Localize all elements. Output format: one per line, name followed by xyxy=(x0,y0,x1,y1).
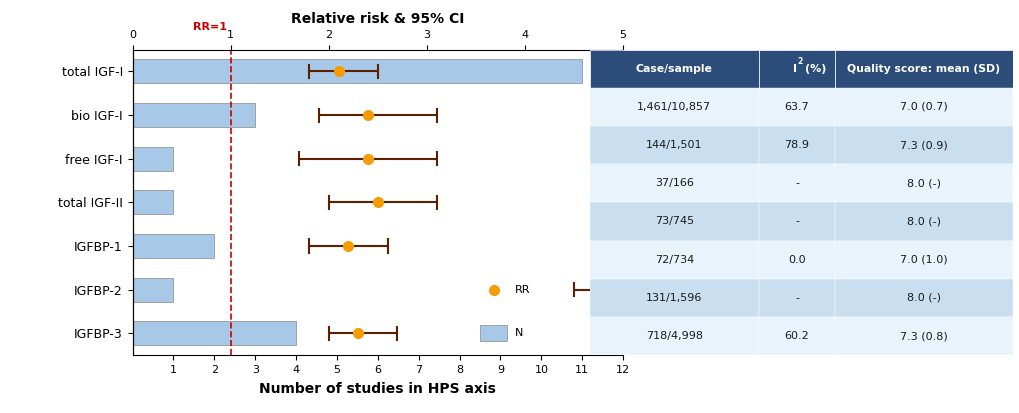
Text: 7.0 (1.0): 7.0 (1.0) xyxy=(900,255,947,265)
Text: 0.0: 0.0 xyxy=(788,255,805,265)
Text: 144/1,501: 144/1,501 xyxy=(645,140,702,150)
Bar xyxy=(589,240,758,279)
Bar xyxy=(835,279,1012,317)
Bar xyxy=(589,126,758,164)
Bar xyxy=(835,164,1012,202)
Text: RR=1: RR=1 xyxy=(194,22,227,32)
Bar xyxy=(132,278,173,301)
Bar xyxy=(758,279,835,317)
Bar xyxy=(132,59,582,83)
Text: 718/4,998: 718/4,998 xyxy=(645,331,702,341)
Bar xyxy=(589,50,758,88)
Text: 78.9: 78.9 xyxy=(784,140,809,150)
Bar xyxy=(758,126,835,164)
Bar xyxy=(132,234,214,258)
Text: 73/745: 73/745 xyxy=(654,216,693,226)
Bar xyxy=(132,147,173,171)
Bar xyxy=(835,126,1012,164)
Text: (%): (%) xyxy=(805,64,826,74)
Bar xyxy=(589,202,758,240)
Text: 72/734: 72/734 xyxy=(654,255,693,265)
Text: 7.3 (0.8): 7.3 (0.8) xyxy=(899,331,947,341)
Text: 7.3 (0.9): 7.3 (0.9) xyxy=(899,140,947,150)
Text: I: I xyxy=(792,64,796,74)
Bar xyxy=(589,88,758,126)
Bar xyxy=(835,50,1012,88)
Bar xyxy=(835,202,1012,240)
Text: -: - xyxy=(794,216,798,226)
Text: 2: 2 xyxy=(796,57,801,66)
Text: N: N xyxy=(515,328,523,338)
Text: 60.2: 60.2 xyxy=(784,331,808,341)
Bar xyxy=(835,317,1012,355)
Bar xyxy=(758,202,835,240)
Text: Quality score: mean (SD): Quality score: mean (SD) xyxy=(847,64,1000,74)
Text: -: - xyxy=(794,293,798,303)
Text: 7.0 (0.7): 7.0 (0.7) xyxy=(899,102,947,112)
Bar xyxy=(589,317,758,355)
Text: 63.7: 63.7 xyxy=(784,102,808,112)
Bar xyxy=(758,240,835,279)
Text: 8.0 (-): 8.0 (-) xyxy=(906,293,941,303)
Text: 1,461/10,857: 1,461/10,857 xyxy=(637,102,710,112)
Bar xyxy=(835,88,1012,126)
Bar xyxy=(758,317,835,355)
Bar xyxy=(835,240,1012,279)
X-axis label: Number of studies in HPS axis: Number of studies in HPS axis xyxy=(259,382,496,396)
Text: RR: RR xyxy=(515,285,530,295)
Bar xyxy=(758,164,835,202)
Text: Case/sample: Case/sample xyxy=(635,64,712,74)
Bar xyxy=(589,164,758,202)
Text: 37/166: 37/166 xyxy=(654,178,693,188)
Text: 131/1,596: 131/1,596 xyxy=(645,293,702,303)
Bar xyxy=(132,321,296,345)
Bar xyxy=(132,190,173,214)
Text: -: - xyxy=(794,178,798,188)
Text: 8.0 (-): 8.0 (-) xyxy=(906,216,941,226)
Bar xyxy=(132,103,255,127)
Bar xyxy=(758,88,835,126)
X-axis label: Relative risk & 95% CI: Relative risk & 95% CI xyxy=(290,12,464,26)
Bar xyxy=(758,50,835,88)
Bar xyxy=(480,325,506,341)
Text: 8.0 (-): 8.0 (-) xyxy=(906,178,941,188)
Bar xyxy=(589,279,758,317)
